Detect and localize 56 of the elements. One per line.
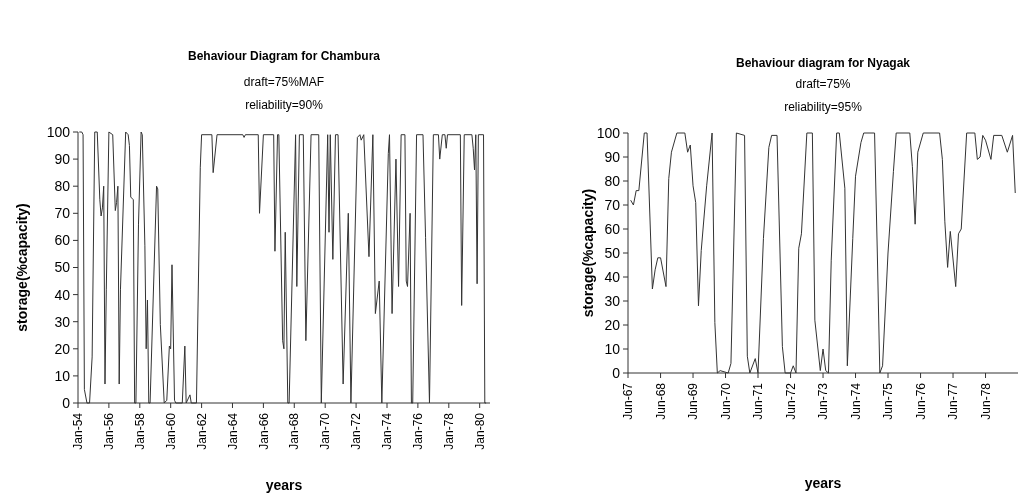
y-tick-label: 50 xyxy=(604,244,621,261)
y-tick-label: 0 xyxy=(62,394,71,411)
x-axis-title: years xyxy=(804,475,842,491)
x-tick-label: Jun-73 xyxy=(816,382,831,420)
y-tick-label: 90 xyxy=(604,148,621,165)
x-tick-label: Jun-74 xyxy=(848,382,863,420)
chart-title: Behaviour diagram for Nyagak xyxy=(735,56,911,70)
x-tick-label: Jan-68 xyxy=(287,412,302,450)
y-tick-label: 100 xyxy=(46,123,71,140)
y-tick-label: 30 xyxy=(54,313,71,330)
y-tick-label: 30 xyxy=(604,292,621,309)
y-tick-label: 60 xyxy=(54,232,71,249)
y-tick-label: 80 xyxy=(54,178,71,195)
x-tick-label: Jun-72 xyxy=(783,382,798,420)
y-tick-label: 70 xyxy=(604,196,621,213)
y-tick-label: 40 xyxy=(604,268,621,285)
x-tick-label: Jan-54 xyxy=(71,412,86,450)
y-tick-label: 40 xyxy=(54,286,71,303)
x-tick-label: Jun-78 xyxy=(978,382,993,420)
y-tick-label: 20 xyxy=(604,316,621,333)
y-tick-label: 20 xyxy=(54,340,71,357)
chart-title: Behaviour Diagram for Chambura xyxy=(187,49,381,63)
y-tick-label: 70 xyxy=(54,205,71,222)
y-tick-label: 90 xyxy=(54,151,71,167)
x-tick-label: Jan-64 xyxy=(225,412,240,450)
y-tick-label: 60 xyxy=(604,220,621,237)
chart-subtitle: draft=75% reliability=95% xyxy=(784,77,863,114)
x-tick-label: Jan-66 xyxy=(256,412,271,450)
x-tick-label: Jan-70 xyxy=(318,412,333,450)
y-tick-label: 0 xyxy=(612,364,621,381)
x-tick-label: Jan-60 xyxy=(163,412,178,450)
x-tick-label: Jun-75 xyxy=(881,382,896,420)
y-tick-label: 100 xyxy=(596,124,621,141)
x-tick-label: Jan-74 xyxy=(380,412,395,450)
y-tick-label: 50 xyxy=(54,259,71,276)
y-tick-label: 10 xyxy=(604,340,621,357)
y-tick-label: 10 xyxy=(54,367,71,384)
x-tick-label: Jan-72 xyxy=(349,412,364,450)
x-tick-label: Jun-67 xyxy=(621,382,636,420)
x-tick-label: Jun-70 xyxy=(718,382,733,420)
y-axis-title: storage(%capacity) xyxy=(579,188,596,318)
y-axis-title: storage(%capacity) xyxy=(13,203,30,332)
x-tick-label: Jun-76 xyxy=(913,382,928,420)
x-tick-label: Jun-77 xyxy=(946,382,961,420)
x-tick-label: Jan-76 xyxy=(411,412,426,450)
x-tick-label: Jun-71 xyxy=(751,382,766,420)
x-tick-label: Jan-62 xyxy=(194,412,209,450)
x-tick-label: Jan-80 xyxy=(472,412,487,450)
x-tick-label: Jan-56 xyxy=(102,412,117,450)
x-tick-label: Jun-68 xyxy=(653,382,668,420)
chart-subtitle: draft=75%MAF reliability=90% xyxy=(243,75,325,112)
x-tick-label: Jan-58 xyxy=(133,412,147,450)
x-tick-label: Jun-69 xyxy=(686,382,701,420)
x-tick-label: Jan-78 xyxy=(442,412,456,450)
x-axis-title: years xyxy=(265,477,303,493)
y-tick-label: 80 xyxy=(604,172,621,189)
